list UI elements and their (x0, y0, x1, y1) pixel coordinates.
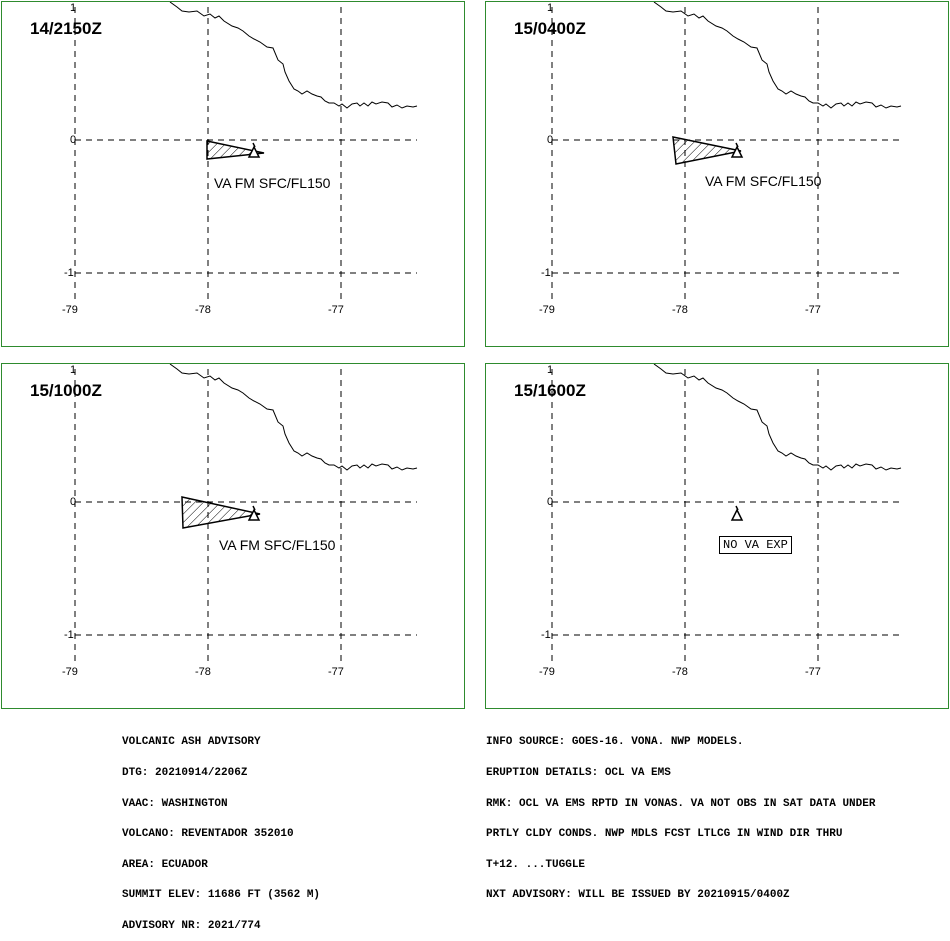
volcano-symbol (730, 142, 744, 158)
coastline (169, 364, 418, 471)
advisory-vaac: VAAC: WASHINGTON (122, 797, 228, 810)
ash-extent-label: VA FM SFC/FL150 (705, 173, 822, 189)
lat-tick-label: -1 (541, 267, 551, 279)
lon-tick-label: -77 (328, 666, 344, 678)
forecast-panel-4: 15/1600Z NO VA EXP 1 0 -1 -79 -78 -77 (485, 363, 949, 709)
advisory-area: AREA: ECUADOR (122, 858, 208, 871)
coastline (653, 364, 902, 471)
ash-area-polygon (672, 136, 742, 165)
lat-tick-label: 0 (70, 134, 77, 146)
lon-tick-label: -78 (195, 304, 211, 316)
lat-lon-grid (74, 369, 417, 661)
panel-time-label: 14/2150Z (30, 19, 102, 38)
panel-time-label: 15/1600Z (514, 381, 586, 400)
lat-tick-label: 1 (547, 2, 554, 14)
advisory-header-block: VOLCANIC ASH ADVISORY DTG: 20210914/2206… (122, 717, 320, 941)
panel-time-label: 15/1000Z (30, 381, 102, 400)
map-canvas (74, 364, 418, 661)
lon-tick-label: -77 (805, 666, 821, 678)
panel-time-label: 15/0400Z (514, 19, 586, 38)
advisory-remark-line: PRTLY CLDY CONDS. NWP MDLS FCST LTLCG IN… (486, 828, 843, 841)
ash-extent-label: VA FM SFC/FL150 (214, 175, 331, 191)
advisory-remark-line: T+12. ...TUGGLE (486, 858, 586, 871)
advisory-number: ADVISORY NR: 2021/774 (122, 920, 261, 933)
lat-lon-grid (551, 369, 901, 661)
lon-tick-label: -78 (672, 304, 688, 316)
lat-lon-grid (551, 7, 901, 299)
lat-tick-label: 1 (70, 2, 77, 14)
lon-tick-label: -79 (62, 666, 78, 678)
advisory-eruption-details: ERUPTION DETAILS: OCL VA EMS (486, 767, 671, 780)
lat-tick-label: 1 (70, 364, 77, 376)
volcano-symbol (247, 142, 261, 158)
map-canvas (551, 364, 902, 661)
lat-tick-label: -1 (64, 629, 74, 641)
lon-tick-label: -79 (62, 304, 78, 316)
lat-tick-label: -1 (541, 629, 551, 641)
lat-tick-label: 0 (547, 134, 554, 146)
advisory-remark-line: RMK: OCL VA EMS RPTD IN VONAS. VA NOT OB… (486, 797, 876, 810)
lon-tick-label: -79 (539, 304, 555, 316)
lat-lon-grid (74, 7, 417, 299)
lat-tick-label: 0 (547, 496, 554, 508)
volcano-symbol (730, 505, 744, 521)
advisory-details-block: INFO SOURCE: GOES-16. VONA. NWP MODELS. … (486, 717, 875, 911)
lon-tick-label: -77 (805, 304, 821, 316)
lon-tick-label: -78 (672, 666, 688, 678)
map-canvas (551, 2, 902, 299)
advisory-info-source: INFO SOURCE: GOES-16. VONA. NWP MODELS. (486, 736, 744, 749)
advisory-dtg: DTG: 20210914/2206Z (122, 767, 248, 780)
coastline (169, 2, 418, 109)
coastline (653, 2, 902, 109)
lat-tick-label: 1 (547, 364, 554, 376)
forecast-panel-1: 14/2150Z VA FM SFC/FL150 1 0 -1 -79 -78 … (1, 1, 465, 347)
lat-tick-label: 0 (70, 496, 77, 508)
advisory-title: VOLCANIC ASH ADVISORY (122, 736, 261, 749)
forecast-panel-3: 15/1000Z VA FM SFC/FL150 1 0 -1 -79 -78 … (1, 363, 465, 709)
advisory-volcano: VOLCANO: REVENTADOR 352010 (122, 828, 294, 841)
no-ash-label: NO VA EXP (719, 536, 792, 554)
lon-tick-label: -79 (539, 666, 555, 678)
map-canvas (74, 2, 418, 299)
advisory-next: NXT ADVISORY: WILL BE ISSUED BY 20210915… (486, 889, 790, 902)
ash-extent-label: VA FM SFC/FL150 (219, 537, 336, 553)
lon-tick-label: -77 (328, 304, 344, 316)
lon-tick-label: -78 (195, 666, 211, 678)
forecast-panel-2: 15/0400Z VA FM SFC/FL150 1 0 -1 -79 -78 … (485, 1, 949, 347)
lat-tick-label: -1 (64, 267, 74, 279)
volcano-symbol (247, 505, 261, 521)
ash-area-polygon (181, 496, 261, 529)
advisory-summit-elev: SUMMIT ELEV: 11686 FT (3562 M) (122, 889, 321, 902)
